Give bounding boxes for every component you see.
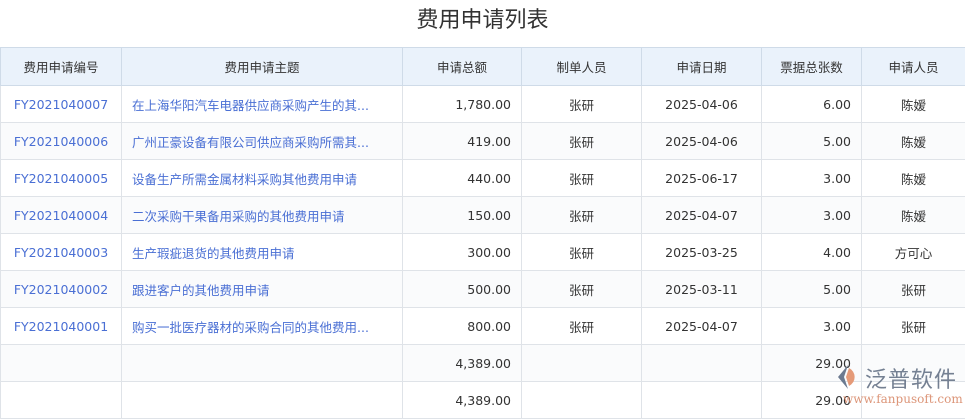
total-cell-subject	[122, 382, 403, 419]
cell-date: 2025-06-17	[642, 160, 762, 197]
cell-code[interactable]: FY2021040002	[1, 271, 122, 308]
cell-date: 2025-04-06	[642, 123, 762, 160]
total-cell-date	[642, 345, 762, 382]
cell-subject[interactable]: 在上海华阳汽车电器供应商采购产生的其...	[122, 86, 403, 123]
cell-subject[interactable]: 二次采购干果备用采购的其他费用申请	[122, 197, 403, 234]
page-title: 费用申请列表	[0, 4, 965, 38]
total-cell-receipt-count: 29.00	[762, 382, 862, 419]
cell-creator: 张研	[522, 308, 642, 345]
cell-applicant: 陈嫒	[862, 123, 965, 160]
cell-applicant: 陈嫒	[862, 197, 965, 234]
cell-amount: 500.00	[403, 271, 522, 308]
column-header-applicant[interactable]: 申请人员	[862, 48, 965, 86]
column-header-date[interactable]: 申请日期	[642, 48, 762, 86]
cell-amount: 419.00	[403, 123, 522, 160]
cell-date: 2025-04-07	[642, 197, 762, 234]
cell-receipt-count: 4.00	[762, 234, 862, 271]
column-header-creator[interactable]: 制单人员	[522, 48, 642, 86]
cell-applicant: 张研	[862, 271, 965, 308]
cell-creator: 张研	[522, 271, 642, 308]
cell-code[interactable]: FY2021040006	[1, 123, 122, 160]
cell-subject[interactable]: 广州正豪设备有限公司供应商采购所需其...	[122, 123, 403, 160]
cell-receipt-count: 3.00	[762, 197, 862, 234]
cell-receipt-count: 5.00	[762, 271, 862, 308]
cell-subject[interactable]: 设备生产所需金属材料采购其他费用申请	[122, 160, 403, 197]
cell-code[interactable]: FY2021040003	[1, 234, 122, 271]
total-cell-date	[642, 382, 762, 419]
total-cell-creator	[522, 345, 642, 382]
total-cell-code	[1, 382, 122, 419]
cell-code[interactable]: FY2021040001	[1, 308, 122, 345]
cell-date: 2025-03-25	[642, 234, 762, 271]
cell-code[interactable]: FY2021040007	[1, 86, 122, 123]
cell-amount: 800.00	[403, 308, 522, 345]
column-header-amount[interactable]: 申请总额	[403, 48, 522, 86]
cell-applicant: 陈嫒	[862, 86, 965, 123]
total-cell-subject	[122, 345, 403, 382]
total-cell-code	[1, 345, 122, 382]
column-header-receipt-count[interactable]: 票据总张数	[762, 48, 862, 86]
totals-row: 4,389.00 29.00	[1, 382, 965, 419]
total-cell-amount: 4,389.00	[403, 382, 522, 419]
cell-receipt-count: 3.00	[762, 308, 862, 345]
total-cell-receipt-count: 29.00	[762, 345, 862, 382]
column-header-subject[interactable]: 费用申请主题	[122, 48, 403, 86]
cell-amount: 300.00	[403, 234, 522, 271]
cell-amount: 440.00	[403, 160, 522, 197]
cell-subject[interactable]: 生产瑕疵退货的其他费用申请	[122, 234, 403, 271]
cell-subject[interactable]: 跟进客户的其他费用申请	[122, 271, 403, 308]
cell-applicant: 张研	[862, 308, 965, 345]
cell-code[interactable]: FY2021040004	[1, 197, 122, 234]
cell-creator: 张研	[522, 160, 642, 197]
cell-date: 2025-04-06	[642, 86, 762, 123]
cell-receipt-count: 3.00	[762, 160, 862, 197]
total-cell-creator	[522, 382, 642, 419]
cell-subject[interactable]: 购买一批医疗器材的采购合同的其他费用...	[122, 308, 403, 345]
cell-creator: 张研	[522, 234, 642, 271]
column-header-code[interactable]: 费用申请编号	[1, 48, 122, 86]
cell-creator: 张研	[522, 86, 642, 123]
cell-receipt-count: 5.00	[762, 123, 862, 160]
totals-row: 4,389.00 29.00	[1, 345, 965, 382]
cell-code[interactable]: FY2021040005	[1, 160, 122, 197]
cell-receipt-count: 6.00	[762, 86, 862, 123]
table-header: 费用申请编号费用申请主题申请总额制单人员申请日期票据总张数申请人员	[1, 48, 965, 86]
total-cell-amount: 4,389.00	[403, 345, 522, 382]
cell-date: 2025-03-11	[642, 271, 762, 308]
cell-date: 2025-04-07	[642, 308, 762, 345]
total-cell-applicant	[862, 382, 965, 419]
cell-creator: 张研	[522, 123, 642, 160]
cell-amount: 150.00	[403, 197, 522, 234]
expense-application-table: 费用申请编号费用申请主题申请总额制单人员申请日期票据总张数申请人员 FY2021…	[0, 47, 965, 419]
cell-amount: 1,780.00	[403, 86, 522, 123]
cell-applicant: 陈嫒	[862, 160, 965, 197]
cell-creator: 张研	[522, 197, 642, 234]
total-cell-applicant	[862, 345, 965, 382]
cell-applicant: 方可心	[862, 234, 965, 271]
